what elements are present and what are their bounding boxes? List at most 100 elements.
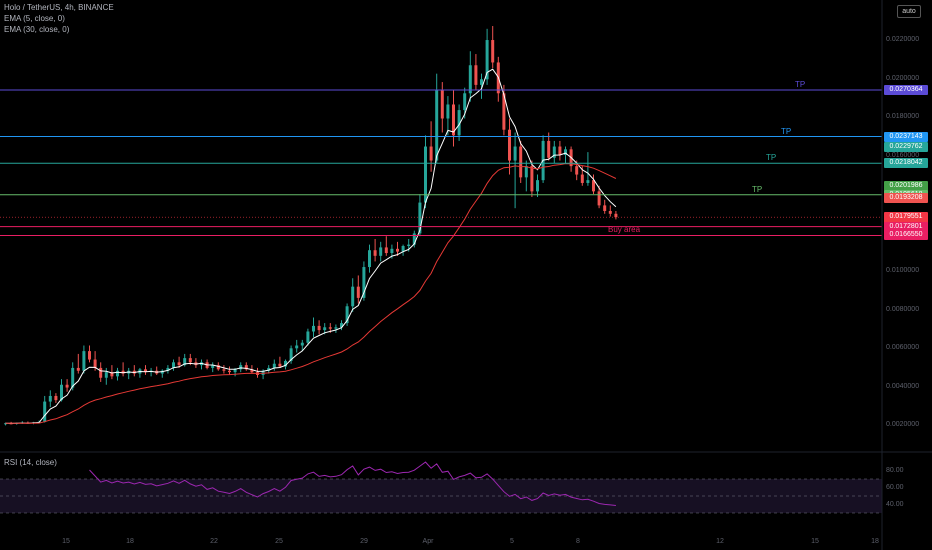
candle-body <box>356 286 360 298</box>
candle-body <box>502 93 506 130</box>
candle-body <box>592 180 595 192</box>
candle-body <box>323 327 327 331</box>
candle-body <box>552 146 556 158</box>
candle-body <box>407 244 411 247</box>
candle-body <box>166 367 170 371</box>
candle-body <box>440 90 444 119</box>
candle-body <box>368 250 371 268</box>
candle-body <box>306 331 310 343</box>
candle-body <box>463 93 467 111</box>
candle-body <box>412 233 416 245</box>
price-level-badge: 0.0270364 <box>884 84 928 95</box>
price-level-badge: 0.0229762 <box>884 141 928 152</box>
candle-body <box>586 180 590 183</box>
candle-body <box>396 248 399 252</box>
candle-body <box>228 370 231 373</box>
candle-body <box>513 146 517 161</box>
price-tick-label: 0.0160000 <box>886 151 920 159</box>
candle-body <box>233 369 237 373</box>
candle-body <box>491 40 495 63</box>
candle-body <box>603 205 607 211</box>
time-tick-label: 22 <box>210 538 218 545</box>
candle-body <box>418 202 422 234</box>
candle-body <box>390 248 394 254</box>
price-tick-label: 0.0060000 <box>886 344 920 351</box>
time-tick-label: 18 <box>126 538 134 545</box>
candle-body <box>183 358 187 366</box>
time-tick-label: 29 <box>360 538 368 545</box>
price-tick-label: 0.0180000 <box>886 113 920 120</box>
buy-area-label: Buy area <box>608 224 641 234</box>
ema-slow-legend: EMA (30, close, 0) <box>4 25 70 34</box>
chart-title: Holo / TetherUS, 4h, BINANCE <box>4 3 114 12</box>
candle-body <box>328 327 332 329</box>
candle-body <box>424 146 427 203</box>
candle-body <box>575 166 579 175</box>
candle-body <box>278 363 282 367</box>
time-tick-label: 8 <box>576 538 580 545</box>
candle-body <box>250 369 254 373</box>
candle-body <box>334 327 338 329</box>
candle-body <box>468 65 472 94</box>
auto-scale-button[interactable]: auto <box>897 5 921 18</box>
candle-body <box>558 146 562 155</box>
rsi-tick-label: 60.00 <box>886 483 904 491</box>
candle-body <box>536 180 539 192</box>
candle-body <box>272 363 276 368</box>
time-tick-label: 25 <box>275 538 283 545</box>
candle-body <box>121 370 125 374</box>
candle-body <box>71 367 75 388</box>
candle-body <box>480 79 483 85</box>
candle-body <box>508 129 511 161</box>
candle-body <box>474 65 478 85</box>
time-tick-label: Apr <box>422 538 434 545</box>
candle-body <box>160 370 164 374</box>
time-tick-label: 15 <box>62 538 70 545</box>
tp-label: TP <box>766 153 777 163</box>
candle-body <box>457 110 461 136</box>
candle-body <box>312 325 315 332</box>
price-tick-label: 0.0100000 <box>886 267 920 274</box>
candle-body <box>177 362 181 366</box>
candle-body <box>362 267 366 298</box>
candle-body <box>222 369 226 371</box>
price-level-badge: 0.0237143 <box>884 131 928 142</box>
candle-body <box>284 360 287 367</box>
candle-body <box>547 140 551 158</box>
candle-body <box>60 384 63 401</box>
price-level-badge: 0.0172801 <box>884 221 928 232</box>
candle-body <box>104 372 108 378</box>
candle-body <box>110 372 114 377</box>
candle-body <box>597 191 601 206</box>
price-tick-label: 0.0080000 <box>886 305 920 313</box>
candle-body <box>608 210 612 214</box>
price-tick-label: 0.0220000 <box>886 36 920 43</box>
candle-body <box>99 367 103 378</box>
candle-body <box>340 323 343 328</box>
candle-body <box>43 401 47 422</box>
price-tick-label: 0.0020000 <box>886 421 920 428</box>
price-level-badge: 0.0166550 <box>884 230 928 241</box>
candle-body <box>267 367 271 371</box>
candle-body <box>116 370 119 377</box>
price-level-badge: 0.0218042 <box>884 158 928 169</box>
candle-body <box>485 40 489 80</box>
candle-body <box>435 90 439 161</box>
candle-body <box>401 246 405 252</box>
candle-body <box>384 247 388 254</box>
candle-body <box>188 358 192 363</box>
candle-body <box>379 247 383 256</box>
candle-body <box>524 166 528 178</box>
candle-body <box>519 146 523 178</box>
time-tick-label: 12 <box>716 538 724 545</box>
candle-body <box>530 166 534 192</box>
candle-body <box>172 362 175 368</box>
candle-body <box>144 369 147 373</box>
candle-body <box>48 395 52 402</box>
tp-label: TP <box>781 126 792 136</box>
candle-body <box>239 365 243 370</box>
time-tick-label: 18 <box>871 538 879 545</box>
candle-body <box>76 367 80 371</box>
ema-fast-legend: EMA (5, close, 0) <box>4 14 65 23</box>
